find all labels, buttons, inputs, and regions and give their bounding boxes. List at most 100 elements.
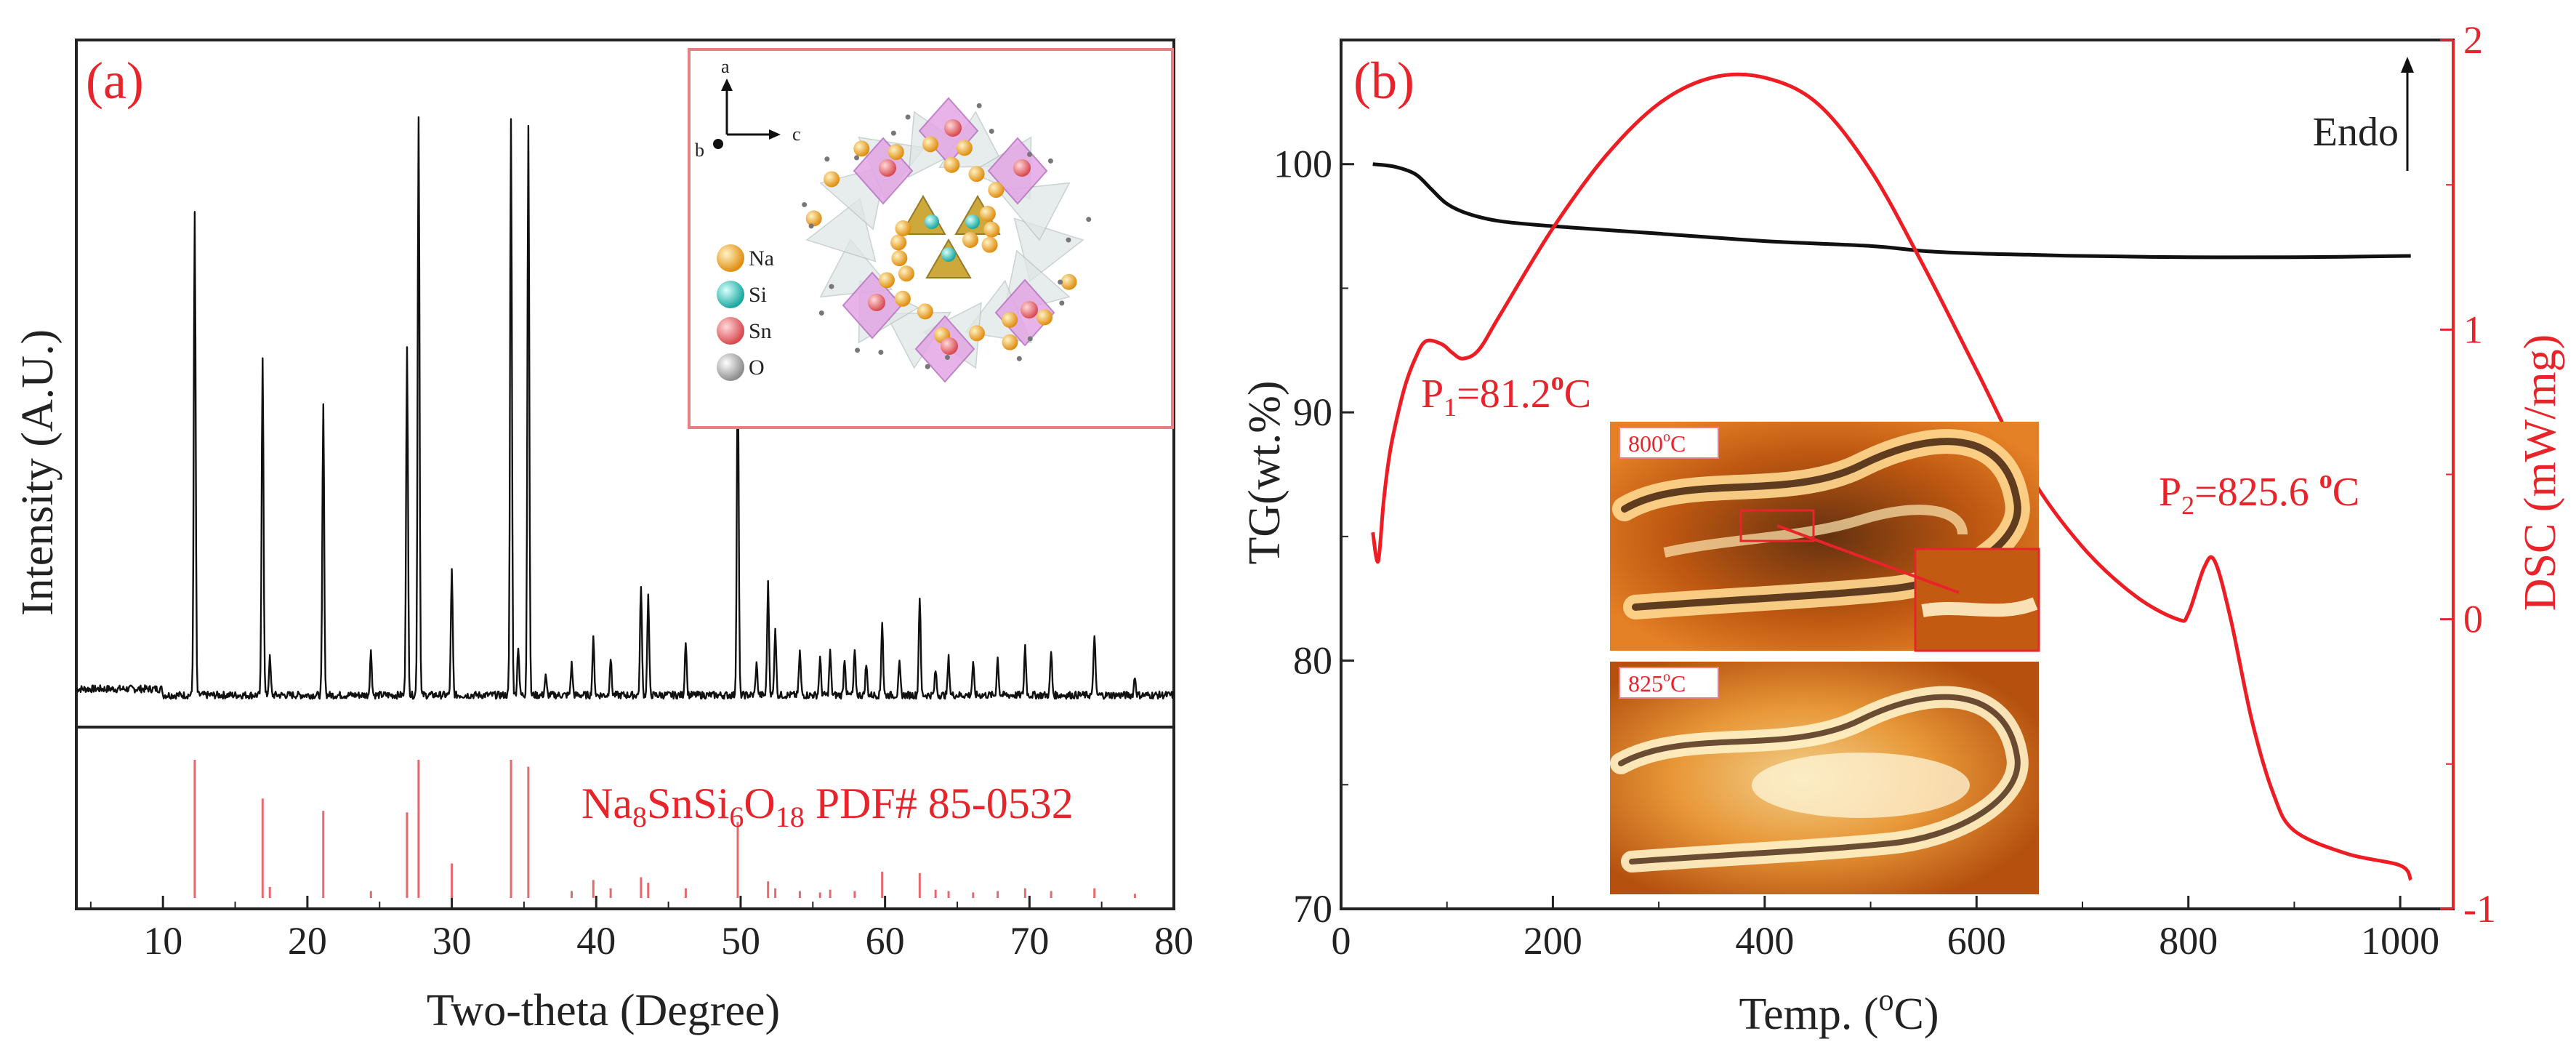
- atom-na: [878, 272, 895, 289]
- panel-a-label: (a): [86, 52, 144, 110]
- atom-sn: [1013, 159, 1031, 177]
- atom-si: [965, 214, 980, 229]
- b-xtick-label-800: 800: [2159, 919, 2218, 963]
- atom-o: [854, 155, 860, 161]
- zoom-box: [1739, 509, 1815, 542]
- inset-photo-825c: 825oC: [1610, 662, 2039, 894]
- b-y2tick-label-2: 2: [2463, 18, 2483, 62]
- atom-sn: [1021, 301, 1038, 318]
- legend-si-label: Si: [749, 283, 767, 307]
- xtick-label-50: 50: [721, 919, 760, 963]
- atom-na: [917, 303, 933, 320]
- photo-800c-label-box: [1619, 427, 1719, 459]
- photo-825c-label: 825oC: [1628, 669, 1686, 697]
- atom-o: [878, 350, 884, 356]
- panel-b-ylabel: TG(wt.%): [1240, 380, 1289, 564]
- atom-o: [808, 223, 814, 229]
- axis-a-label: a: [721, 56, 730, 77]
- xtick-label-30: 30: [432, 919, 472, 963]
- atom-na: [805, 210, 822, 227]
- panel-a-x-ticks: [89, 896, 1175, 909]
- atom-sn: [868, 294, 885, 311]
- panel-b-y2label: DSC (mW/mg): [2516, 334, 2565, 611]
- panel-b-tg-dsc-chart: 0 200 400 600 800 1000 70 80 90 100 -1 0 1 2 (b) Te…: [1240, 18, 2565, 1039]
- atom-na: [956, 140, 973, 156]
- panel-b-xlabel: Temp. (oC): [1739, 984, 1939, 1039]
- atom-o: [1026, 151, 1032, 157]
- atom-na: [1037, 309, 1053, 326]
- atom-o: [824, 156, 830, 162]
- atom-o: [1047, 158, 1053, 164]
- atom-na: [1002, 311, 1018, 328]
- crystal-structure-inset: a b c Na Si Sn O: [688, 48, 1174, 429]
- panel-b-x-ticks: [1340, 896, 2402, 909]
- atom-o: [1086, 217, 1092, 222]
- dsc-curve: [1371, 72, 2412, 881]
- atom-na: [968, 166, 985, 182]
- b-y2tick-label-0: 0: [2463, 598, 2483, 641]
- atom-o: [1066, 237, 1071, 243]
- atom-o: [1059, 300, 1065, 306]
- p2-annotation: P2=825.6 oC: [2159, 465, 2359, 520]
- panel-b-label: (b): [1353, 52, 1414, 110]
- xtick-label-70: 70: [1010, 919, 1049, 963]
- xrd-reference-lines: [193, 760, 1136, 898]
- atom-o: [905, 114, 911, 120]
- atom-o: [818, 310, 824, 316]
- xtick-label-20: 20: [288, 919, 327, 963]
- atom-sn: [941, 337, 958, 355]
- photo-800c-label: 800oC: [1628, 429, 1686, 457]
- atom-na: [943, 156, 960, 173]
- endo-arrowhead-icon: [2401, 57, 2414, 73]
- p1-annotation: P1=81.2oC: [1421, 366, 1591, 422]
- legend-si-swatch: [717, 281, 744, 308]
- atom-legend: Na Si Sn O: [717, 244, 774, 381]
- atom-na: [891, 250, 908, 267]
- atom-o: [1058, 279, 1063, 285]
- atom-na: [1002, 334, 1018, 350]
- atom-na: [824, 171, 840, 188]
- inset-photo-800c: 800oC: [1610, 422, 2040, 652]
- panel-a-frame: [75, 39, 1175, 910]
- panel-b-left-ticks: [1341, 163, 1354, 910]
- xtick-label-40: 40: [576, 919, 616, 963]
- photo-825c-label-box: [1619, 667, 1719, 699]
- atom-na: [1060, 273, 1077, 290]
- atom-o: [802, 201, 808, 207]
- atom-na: [890, 234, 907, 251]
- xtick-label-10: 10: [143, 919, 182, 963]
- legend-o-label: O: [749, 356, 765, 380]
- b-y2tick-label--1: -1: [2463, 887, 2496, 931]
- legend-sn-label: Sn: [749, 319, 772, 343]
- panel-a-ylabel: Intensity (A.U.): [13, 329, 63, 616]
- atom-na: [979, 206, 996, 222]
- atom-na: [981, 236, 998, 253]
- atom-si: [941, 247, 956, 262]
- xtick-label-60: 60: [866, 919, 905, 963]
- atom-na: [968, 325, 985, 342]
- b-ytick-label-70: 70: [1293, 887, 1332, 931]
- atom-si: [925, 214, 939, 229]
- atom-na: [895, 220, 911, 236]
- atom-o: [976, 103, 982, 108]
- atom-na: [887, 144, 904, 161]
- crystal-structure-illustration: [802, 97, 1092, 383]
- atom-na: [898, 265, 914, 282]
- b-y2tick-label-1: 1: [2463, 308, 2483, 351]
- panel-a-xrd-chart: 10 20 30 40 50 60 70 80 (a) Two-theta (Degree) …: [13, 39, 1194, 1035]
- panel-a-x-tick-labels: 10 20 30 40 50 60 70 80: [143, 919, 1194, 963]
- legend-o-swatch: [717, 353, 744, 381]
- zoom-inset: [1914, 547, 2040, 652]
- crystal-axes-icon: a b c: [695, 56, 801, 161]
- zoom-arrow: [1776, 524, 1960, 594]
- atom-o: [890, 130, 896, 136]
- atom-na: [853, 140, 870, 157]
- b-ytick-label-90: 90: [1293, 390, 1332, 434]
- legend-na-swatch: [717, 244, 744, 272]
- panel-b-right-tick-labels: -1 0 1 2: [2463, 18, 2496, 931]
- atom-na: [988, 182, 1005, 198]
- atom-o: [944, 354, 950, 360]
- reference-pdf-label: Na8SnSi6O18 PDF# 85-0532: [581, 779, 1074, 833]
- axis-c-label: c: [792, 124, 801, 145]
